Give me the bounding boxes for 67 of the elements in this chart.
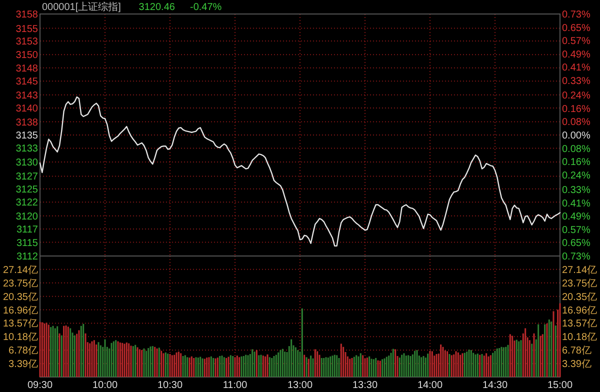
x-tick-label: 10:00 — [92, 380, 118, 391]
y-tick-label: 3112 — [16, 252, 38, 262]
y2-tick-label: 13.57亿 — [562, 318, 598, 330]
y-tick-label: 10.18亿 — [2, 332, 38, 344]
y2-tick-label: 0.08% — [562, 117, 590, 128]
y-tick-label: 16.96亿 — [2, 305, 38, 316]
y-tick-label: 3125 — [16, 184, 38, 196]
y2-tick-label: 23.75亿 — [562, 278, 598, 290]
y-tick-label: 3115 — [16, 238, 38, 249]
y-tick-label: 3122 — [16, 198, 38, 209]
y-tick-label: 3117 — [16, 224, 38, 236]
y2-tick-label: 0.33% — [562, 185, 590, 196]
x-tick-label: 13:30 — [352, 380, 378, 391]
y2-tick-label: 0.73% — [562, 10, 590, 20]
y2-tick-label: 0.49% — [562, 49, 590, 60]
x-tick-label: 14:00 — [417, 380, 443, 391]
y2-tick-label: 27.14亿 — [562, 264, 598, 276]
chart-title: 000001[上证综指] — [42, 1, 122, 13]
x-tick-label: 11:00 — [222, 380, 248, 391]
y2-tick-label: 0.16% — [562, 104, 590, 115]
y2-tick-label: 0.33% — [562, 76, 590, 87]
y-tick-label: 20.35亿 — [2, 292, 38, 303]
y2-tick-label: 10.18亿 — [562, 332, 598, 344]
y2-tick-label: 0.49% — [562, 212, 590, 223]
y-tick-label: 3135 — [16, 130, 38, 142]
x-tick-label: 14:30 — [482, 380, 508, 391]
y2-tick-label: 0.57% — [562, 224, 590, 236]
y2-tick-label: 0.16% — [562, 157, 590, 168]
y2-tick-label: 0.65% — [562, 22, 590, 34]
y-tick-label: 3120 — [16, 211, 38, 222]
y-tick-label: 23.75亿 — [2, 278, 38, 290]
y2-tick-label: 0.57% — [562, 36, 590, 48]
y-tick-label: 3155 — [16, 24, 38, 35]
y2-tick-label: 0.73% — [562, 252, 590, 262]
y2-tick-label: 0.41% — [562, 198, 590, 210]
y-tick-label: 6.78亿 — [8, 346, 38, 357]
y2-tick-label: 3.39亿 — [562, 359, 592, 370]
y-tick-label: 27.14亿 — [2, 264, 38, 276]
x-tick-label: 09:30 — [27, 380, 53, 391]
y-tick-label: 3.39亿 — [8, 359, 38, 370]
x-tick-label: 15:00 — [547, 380, 573, 391]
text: 3120.46 — [138, 2, 176, 13]
y-tick-label: 3148 — [16, 63, 38, 74]
y2-tick-label: 0.65% — [562, 238, 590, 250]
y-tick-label: 3150 — [16, 50, 38, 62]
y-tick-label: 13.57亿 — [2, 318, 38, 330]
y-tick-label: 3145 — [16, 76, 38, 88]
y-tick-label: 3133 — [16, 144, 38, 155]
y2-tick-label: 0.08% — [562, 144, 590, 155]
y-tick-label: 3153 — [16, 36, 38, 48]
y-tick-label: 3130 — [16, 157, 38, 168]
y2-tick-label: 20.35亿 — [562, 292, 598, 303]
text: -0.47% — [190, 2, 222, 13]
y2-tick-label: 16.96亿 — [562, 305, 598, 316]
y-tick-label: 3138 — [16, 117, 38, 128]
x-tick-label: 13:00 — [287, 380, 313, 391]
line-series — [39, 96, 561, 247]
y-tick-label: 3158 — [16, 10, 38, 20]
y2-tick-label: 0.24% — [562, 90, 590, 102]
y-tick-label: 3143 — [16, 90, 38, 102]
y-tick-label: 3140 — [16, 104, 38, 115]
x-tick-label: 10:30 — [157, 380, 183, 391]
y2-tick-label: 0.00% — [562, 130, 590, 142]
y2-tick-label: 0.24% — [562, 170, 590, 182]
y2-tick-label: 0.41% — [562, 62, 590, 74]
y2-tick-label: 6.78亿 — [562, 346, 592, 357]
y-tick-label: 3127 — [16, 172, 38, 183]
